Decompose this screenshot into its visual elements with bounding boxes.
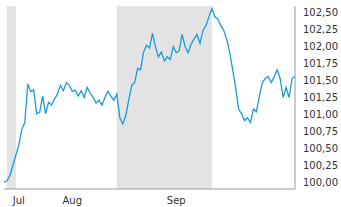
svg-text:100,75: 100,75 [303,126,333,137]
svg-text:101,00: 101,00 [303,109,333,120]
svg-text:102,25: 102,25 [303,24,333,35]
svg-text:Aug: Aug [63,195,83,206]
svg-text:100,25: 100,25 [303,160,333,171]
svg-text:Sep: Sep [167,195,186,206]
svg-text:Jul: Jul [12,195,25,206]
svg-text:100,50: 100,50 [303,143,333,154]
svg-text:101,25: 101,25 [303,92,333,103]
svg-text:100,00: 100,00 [303,177,333,188]
svg-text:101,50: 101,50 [303,75,333,86]
svg-text:102,50: 102,50 [303,7,333,18]
svg-text:102,00: 102,00 [303,41,333,52]
svg-text:101,75: 101,75 [303,58,333,69]
